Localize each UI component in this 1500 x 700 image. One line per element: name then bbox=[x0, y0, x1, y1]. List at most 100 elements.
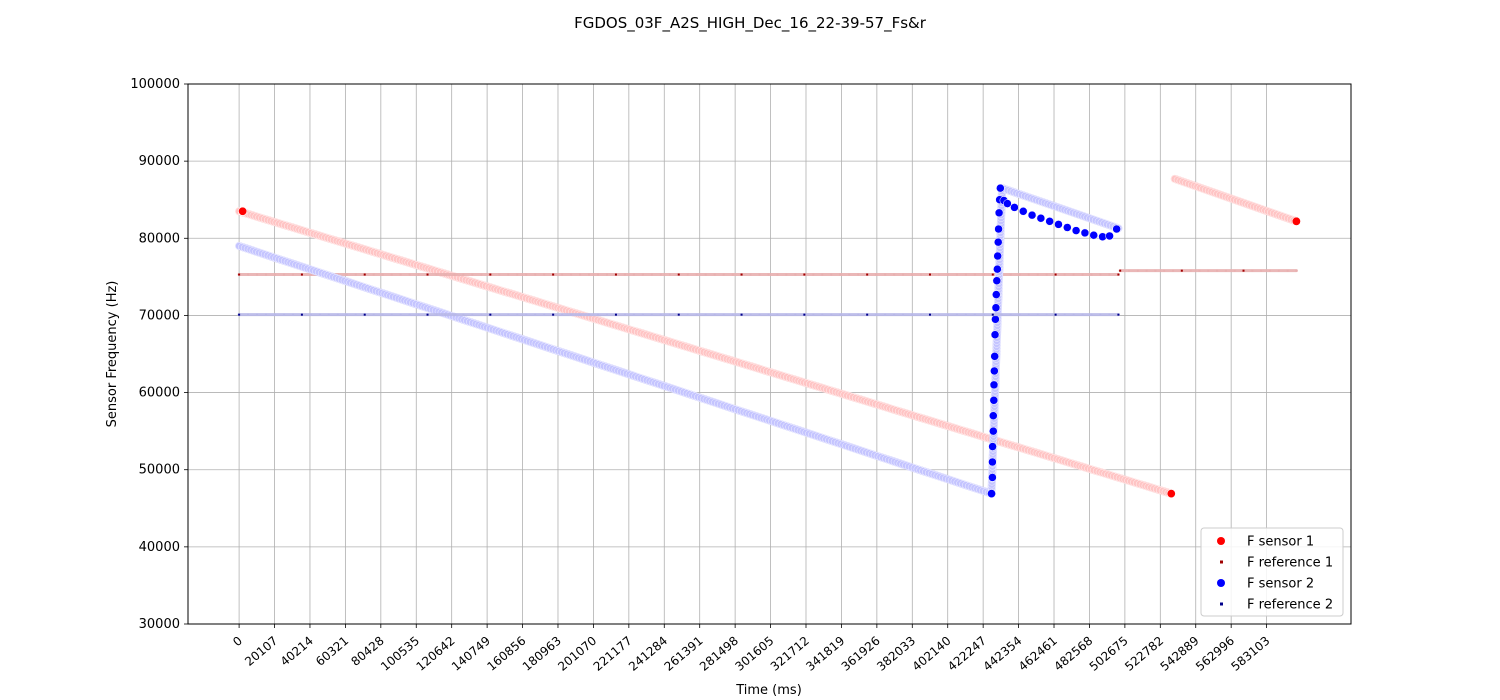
f-reference-2-point bbox=[579, 313, 582, 316]
f-reference-2-point bbox=[444, 313, 447, 316]
f-reference-1-point bbox=[507, 273, 510, 276]
f-reference-2-point bbox=[794, 313, 797, 316]
f-sensor-2-point bbox=[991, 303, 1001, 312]
f-reference-2-point bbox=[902, 313, 905, 316]
f-reference-1-point bbox=[256, 273, 259, 276]
f-reference-2-legend-label: F reference 2 bbox=[1247, 598, 1333, 613]
x-tick-label: 281498 bbox=[697, 634, 741, 674]
f-reference-2-point bbox=[1108, 313, 1111, 316]
f-reference-2-point bbox=[1063, 313, 1066, 316]
f-reference-2-point bbox=[623, 313, 626, 316]
x-tick-label: 60321 bbox=[313, 634, 351, 669]
f-reference-1-point bbox=[1216, 269, 1219, 272]
f-sensor-2-point bbox=[989, 411, 998, 420]
f-reference-1-legend-marker bbox=[1220, 560, 1223, 564]
f-reference-1-point bbox=[641, 273, 644, 276]
f-reference-1-point bbox=[973, 273, 976, 276]
f-reference-2-point bbox=[875, 313, 878, 316]
f-reference-1-point bbox=[884, 273, 887, 276]
x-tick-label: 160856 bbox=[484, 634, 528, 674]
f-reference-2-point bbox=[632, 313, 635, 316]
f-reference-1-point bbox=[309, 273, 312, 276]
x-tick-label: 522782 bbox=[1122, 634, 1166, 674]
f-reference-1-point bbox=[740, 273, 743, 276]
f-reference-2-point bbox=[327, 313, 330, 316]
f-reference-1-point bbox=[749, 273, 752, 276]
f-reference-1-point bbox=[489, 273, 492, 276]
f-reference-1-point bbox=[426, 273, 429, 276]
f-sensor-2-point bbox=[991, 315, 1000, 324]
x-tick-label: 241284 bbox=[626, 634, 670, 674]
f-sensor-2-point bbox=[1098, 232, 1107, 241]
f-sensor-2-point bbox=[996, 183, 1005, 193]
f-reference-1-point bbox=[291, 273, 294, 276]
f-reference-2-point bbox=[731, 313, 734, 316]
f-reference-1-point bbox=[1117, 273, 1120, 276]
f-sensor-2-point bbox=[989, 380, 999, 390]
f-sensor-2-legend-marker bbox=[1217, 579, 1225, 587]
f-reference-2-point bbox=[704, 313, 707, 316]
f-reference-1-point bbox=[462, 273, 465, 276]
f-reference-1-point bbox=[363, 273, 366, 276]
x-tick-label: 321712 bbox=[768, 634, 812, 674]
f-sensor-1-legend-marker bbox=[1217, 537, 1225, 545]
f-reference-2-point bbox=[273, 313, 276, 316]
f-reference-1-point bbox=[579, 273, 582, 276]
f-reference-2-point bbox=[650, 313, 653, 316]
x-tick-label: 100535 bbox=[378, 634, 422, 674]
f-reference-2-point bbox=[1081, 313, 1084, 316]
f-reference-2-point bbox=[480, 313, 483, 316]
f-reference-2-point bbox=[686, 313, 689, 316]
f-reference-1-point bbox=[399, 273, 402, 276]
legend-item-f-reference-2: F reference 2 bbox=[1220, 598, 1333, 613]
grid-lines bbox=[188, 83, 1351, 625]
f-reference-1-point bbox=[946, 273, 949, 276]
f-reference-2-point bbox=[372, 313, 375, 316]
f-reference-2-point bbox=[1072, 313, 1075, 316]
f-reference-1-point bbox=[1295, 269, 1298, 272]
f-sensor-2-point bbox=[1105, 231, 1114, 241]
f-reference-2-point bbox=[605, 313, 608, 316]
legend-item-f-reference-1: F reference 1 bbox=[1220, 556, 1333, 571]
f-reference-1-point bbox=[238, 273, 241, 276]
f-reference-1-point bbox=[785, 273, 788, 276]
f-reference-2-point bbox=[1045, 313, 1048, 316]
f-reference-2-point bbox=[991, 313, 994, 316]
f-reference-1-point bbox=[991, 273, 994, 276]
f-reference-2-point bbox=[767, 313, 770, 316]
f-reference-2-point bbox=[614, 313, 617, 316]
f-sensor-2-end-point bbox=[987, 489, 997, 499]
f-reference-2-point bbox=[282, 313, 285, 316]
f-sensor-2-point bbox=[993, 264, 1002, 274]
f-reference-1-point bbox=[1027, 273, 1030, 276]
f-reference-1-point bbox=[758, 273, 761, 276]
f-reference-2-point bbox=[776, 313, 779, 316]
f-reference-1-point bbox=[1224, 269, 1227, 272]
f-reference-2-point bbox=[596, 313, 599, 316]
f-reference-2-point bbox=[1027, 313, 1030, 316]
f-reference-2-point bbox=[336, 313, 339, 316]
f-reference-2-point bbox=[561, 313, 564, 316]
f-reference-2-point bbox=[570, 313, 573, 316]
y-tick-label: 100000 bbox=[130, 77, 180, 92]
f-reference-1-series bbox=[237, 269, 1298, 277]
f-reference-2-point bbox=[489, 313, 492, 316]
f-reference-2-point bbox=[1018, 313, 1021, 316]
f-reference-1-point bbox=[596, 273, 599, 276]
f-reference-1-point bbox=[821, 273, 824, 276]
f-reference-1-point bbox=[803, 273, 806, 276]
f-sensor-2-point bbox=[989, 426, 998, 436]
f-sensor-2-point bbox=[1063, 223, 1072, 232]
f-reference-1-point bbox=[1242, 269, 1245, 272]
f-reference-2-point bbox=[256, 313, 259, 316]
f-reference-1-point bbox=[902, 273, 905, 276]
legend-item-f-sensor-1: F sensor 1 bbox=[1217, 535, 1314, 550]
x-tick-label: 462461 bbox=[1016, 634, 1060, 674]
f-reference-1-point bbox=[839, 273, 842, 276]
f-sensor-2-point bbox=[989, 396, 999, 405]
f-reference-2-point bbox=[946, 313, 949, 316]
f-reference-1-point bbox=[848, 273, 851, 276]
f-reference-1-point bbox=[623, 273, 626, 276]
f-reference-2-point bbox=[588, 313, 591, 316]
